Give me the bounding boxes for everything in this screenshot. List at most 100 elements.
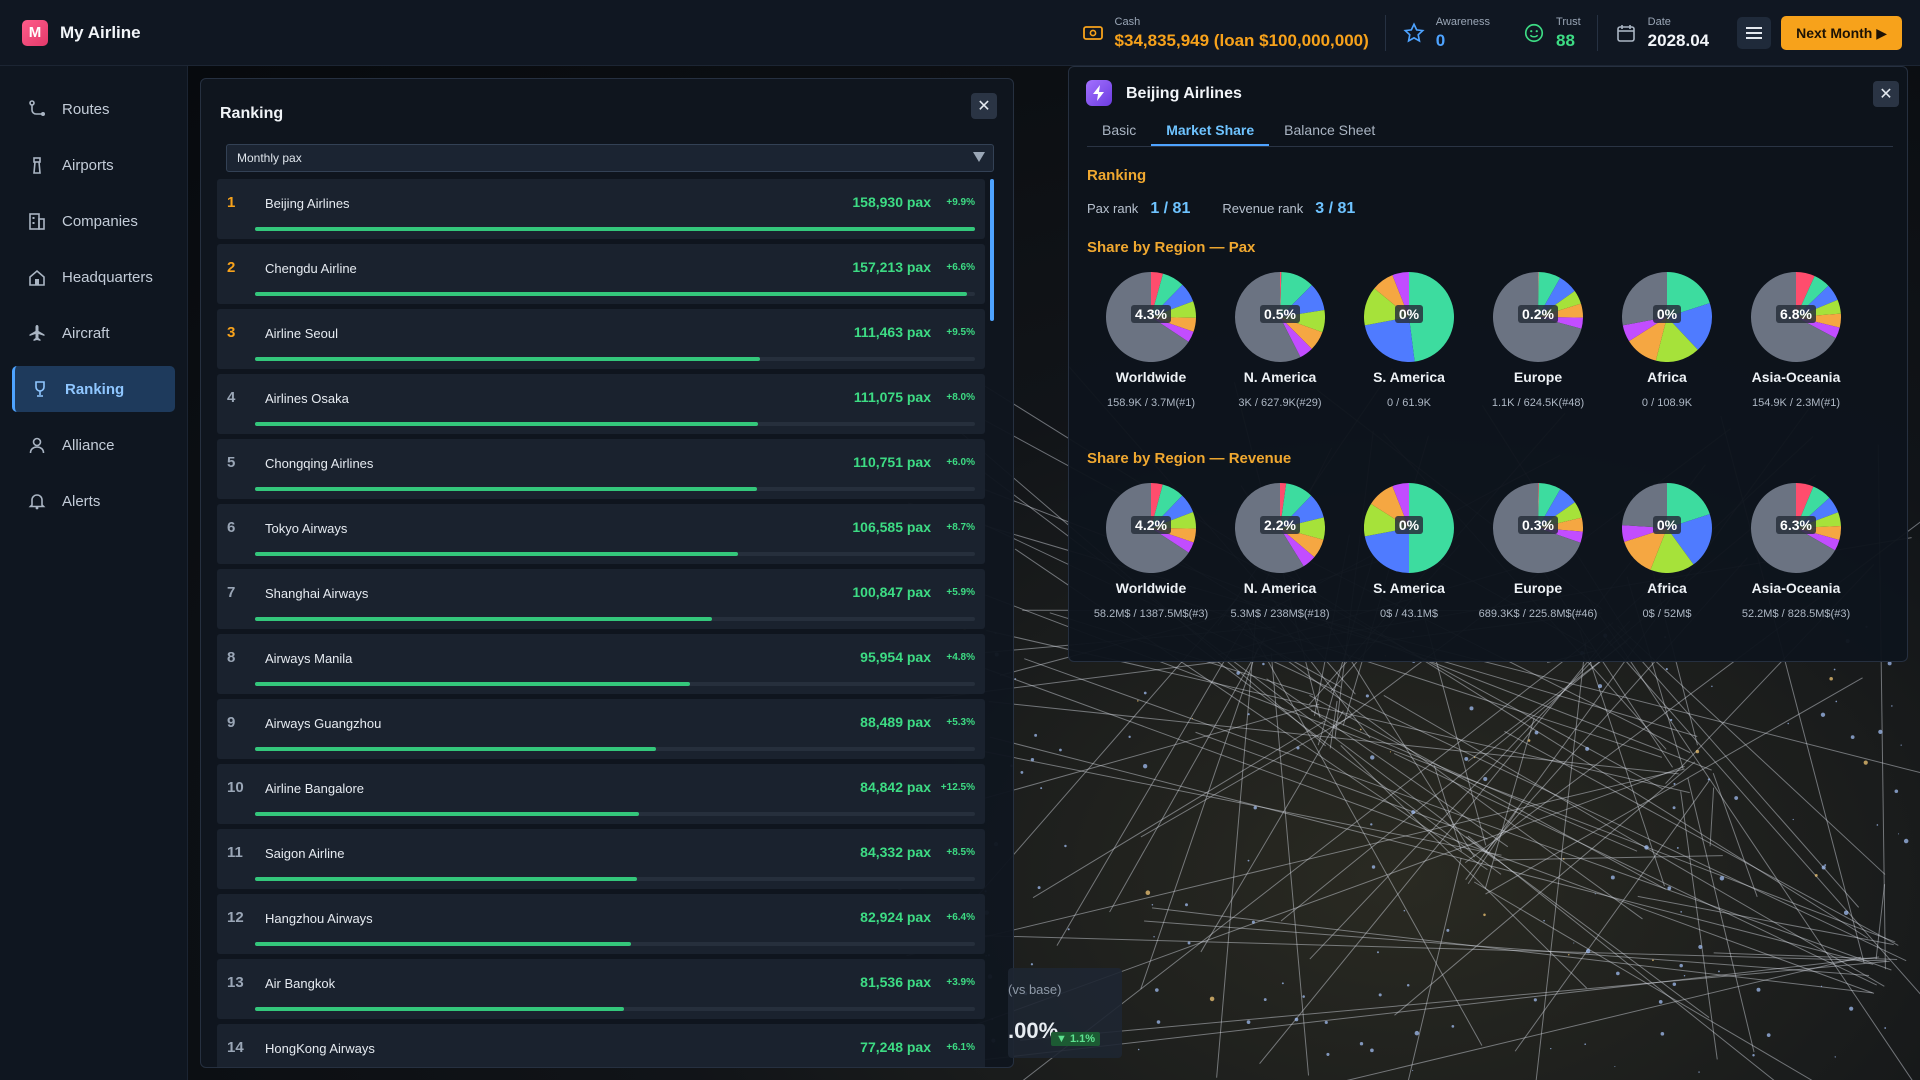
pie-slice [1280,317,1323,349]
city-light [1414,1030,1420,1036]
pie-region-label: Asia-Oceania [1751,580,1841,596]
route-line [1394,761,1696,1016]
ranking-row[interactable]: 4 Airlines Osaka 111,075 pax +8.0% [217,374,985,434]
city-light [1792,818,1794,821]
ranking-row[interactable]: 6 Tokyo Airways 106,585 pax +8.7% [217,504,985,564]
pie-chart-africa[interactable]: 0% Africa 0 / 108.9K [1602,272,1732,409]
pie-chart-s-america[interactable]: 0% S. America 0 / 61.9K [1344,272,1474,409]
route-icon [28,100,46,118]
city-light [1898,833,1900,835]
company-name: Beijing Airlines [1126,85,1242,102]
tab-market-share[interactable]: Market Share [1151,115,1270,146]
date-label: Date [1647,15,1671,28]
pie-chart-n-america[interactable]: 2.2% N. America 5.3M$ / 238M$(#18) [1215,483,1345,620]
growth-value: +6.6% [946,262,975,273]
close-icon: ✕ [1879,86,1893,103]
city-light [1534,730,1539,735]
ranking-metric-select[interactable]: Monthly pax [226,144,994,172]
ranking-row[interactable]: 2 Chengdu Airline 157,213 pax +6.6% [217,244,985,304]
pie-chart-europe[interactable]: 0.2% Europe 1.1K / 624.5K(#48) [1473,272,1603,409]
pie-chart-africa[interactable]: 0% Africa 0$ / 52M$ [1602,483,1732,620]
company-panel: Beijing Airlines ✕ Basic Market Share Bala… [1068,66,1908,662]
trust-label: Trust [1556,15,1581,28]
date-value: 2028.04 [1647,30,1710,50]
sidebar-item-routes[interactable]: Routes [12,86,175,132]
ranking-row[interactable]: 3 Airline Seoul 111,463 pax +9.5% [217,309,985,369]
tab-basic[interactable]: Basic [1102,122,1137,138]
header-stats: Cash $34,835,949 (loan $100,000,000) Awa… [1065,0,1920,66]
route-line [1467,835,1775,1080]
sidebar-item-label: Routes [62,100,110,118]
route-line [988,701,1679,775]
city-light [1137,700,1139,702]
ranking-row[interactable]: 5 Chongqing Airlines 110,751 pax +6.0% [217,439,985,499]
route-line [1603,635,1920,995]
growth-value: +5.9% [946,587,975,598]
ranking-row[interactable]: 7 Shanghai Airways 100,847 pax +5.9% [217,569,985,629]
rank-number: 12 [227,909,244,926]
ranking-row[interactable]: 8 Airways Manila 95,954 pax +4.8% [217,634,985,694]
pie-chart-n-america[interactable]: 0.5% N. America 3K / 627.9K(#29) [1215,272,1345,409]
sidebar-item-headquarters[interactable]: Headquarters [12,254,175,300]
revenue-share-pies: 4.2% Worldwide 58.2M$ / 1387.5M$(#3) 2.2% N.… [1069,483,1909,633]
airline-name: Airlines Osaka [265,391,349,406]
tab-balance-sheet[interactable]: Balance Sheet [1284,122,1376,138]
rank-number: 14 [227,1039,244,1056]
building-icon [28,212,46,230]
sidebar-item-aircraft[interactable]: Aircraft [12,310,175,356]
pie-chart-worldwide[interactable]: 4.2% Worldwide 58.2M$ / 1387.5M$(#3) [1086,483,1216,620]
pie-chart-worldwide[interactable]: 4.3% Worldwide 158.9K / 3.7M(#1) [1086,272,1216,409]
city-light [1263,998,1267,1001]
city-light [1370,823,1373,826]
route-line [1270,652,1310,1076]
pie-share-pct: 4.3% [1086,305,1216,323]
ranking-row[interactable]: 10 Airline Bangalore 84,842 pax +12.5% [217,764,985,824]
sidebar-item-ranking[interactable]: Ranking [12,366,175,412]
pax-bar-fill [255,682,690,686]
pie-slice [1151,317,1194,342]
ranking-row[interactable]: 14 HongKong Airways 77,248 pax +6.1% [217,1024,985,1067]
pax-value: 157,213 pax [852,259,931,275]
sidebar-item-companies[interactable]: Companies [12,198,175,244]
sidebar-item-alerts[interactable]: Alerts [12,478,175,524]
pie-region-label: Africa [1647,580,1687,596]
sidebar-item-airports[interactable]: Airports [12,142,175,188]
city-light [1849,1006,1854,1011]
pie-chart-asia-oceania[interactable]: 6.3% Asia-Oceania 52.2M$ / 828.5M$(#3) [1731,483,1861,620]
pax-bar-track [255,422,975,426]
city-light [1568,954,1570,956]
ranking-row[interactable]: 9 Airways Guangzhou 88,489 pax +5.3% [217,699,985,759]
city-light [1766,1033,1771,1037]
sidebar-item-label: Alerts [62,492,101,510]
city-light [1829,676,1833,681]
route-line [1309,694,1667,890]
user-icon [28,436,46,454]
pie-chart-europe[interactable]: 0.3% Europe 689.3K$ / 225.8M$(#46) [1473,483,1603,620]
ranking-row[interactable]: 1 Beijing Airlines 158,930 pax +9.9% [217,179,985,239]
divider [1596,15,1598,51]
pie-share-pct: 0.5% [1215,305,1345,323]
route-line [1467,808,1519,885]
chevron-down-icon [973,152,985,162]
menu-button[interactable] [1737,17,1772,49]
pie-chart-asia-oceania[interactable]: 6.8% Asia-Oceania 154.9K / 2.3M(#1) [1731,272,1861,409]
pax-bar-track [255,682,975,686]
ranking-row[interactable]: 13 Air Bangkok 81,536 pax +3.9% [217,959,985,1019]
ranking-close-button[interactable]: ✕ [971,93,997,119]
pie-chart-s-america[interactable]: 0% S. America 0$ / 43.1M$ [1344,483,1474,620]
sidebar-item-alliance[interactable]: Alliance [12,422,175,468]
next-month-button[interactable]: Next Month ▶ [1781,16,1902,50]
city-light [1667,886,1672,891]
ranking-row[interactable]: 12 Hangzhou Airways 82,924 pax +6.4% [217,894,985,954]
route-line [1535,639,1587,1080]
route-line [919,738,1502,856]
company-close-button[interactable]: ✕ [1873,81,1899,107]
plane-icon [28,324,46,342]
trophy-icon [31,380,49,398]
city-light [1833,668,1836,671]
route-line [1340,745,1588,989]
cash-value: $34,835,949 (loan $100,000,000) [1114,30,1369,50]
ranking-row[interactable]: 11 Saigon Airline 84,332 pax +8.5% [217,829,985,889]
route-line [1329,700,1338,749]
scrollbar-thumb[interactable] [990,179,994,321]
